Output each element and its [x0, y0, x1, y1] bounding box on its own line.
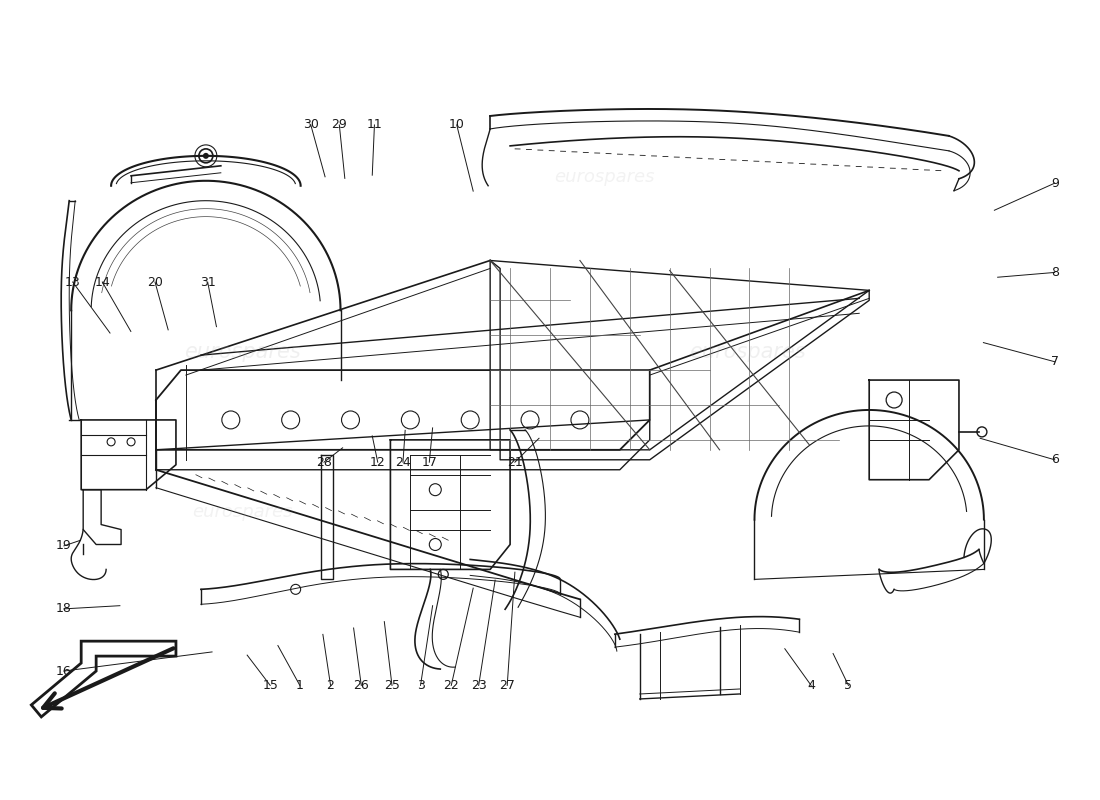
Text: 19: 19 [56, 539, 72, 552]
Text: 30: 30 [302, 118, 319, 131]
Text: 28: 28 [316, 456, 332, 469]
Text: 5: 5 [845, 679, 853, 692]
Text: 8: 8 [1050, 266, 1058, 279]
Text: 4: 4 [807, 679, 815, 692]
Text: 17: 17 [421, 456, 437, 469]
Text: 15: 15 [262, 679, 278, 692]
Circle shape [202, 153, 209, 159]
Text: 25: 25 [384, 679, 400, 692]
Text: 13: 13 [65, 275, 80, 289]
Text: 10: 10 [449, 118, 464, 131]
Text: 31: 31 [200, 275, 216, 289]
Text: 22: 22 [443, 679, 459, 692]
Text: 24: 24 [395, 456, 410, 469]
Text: 27: 27 [499, 679, 515, 692]
Polygon shape [31, 641, 176, 717]
Text: eurospares: eurospares [689, 342, 806, 362]
Text: 18: 18 [56, 602, 72, 615]
Text: 16: 16 [56, 665, 72, 678]
Text: 1: 1 [296, 679, 304, 692]
Text: 7: 7 [1050, 355, 1058, 368]
Text: 3: 3 [417, 679, 425, 692]
Text: 9: 9 [1050, 177, 1058, 190]
Text: 23: 23 [471, 679, 486, 692]
Text: 6: 6 [1050, 454, 1058, 466]
Text: 26: 26 [353, 679, 370, 692]
Text: 2: 2 [327, 679, 334, 692]
Text: 14: 14 [95, 275, 110, 289]
Text: 21: 21 [507, 456, 522, 469]
Text: 11: 11 [366, 118, 383, 131]
Text: 29: 29 [331, 118, 348, 131]
Text: eurospares: eurospares [554, 168, 656, 186]
Text: 12: 12 [370, 456, 386, 469]
Text: eurospares: eurospares [185, 342, 301, 362]
Text: 20: 20 [147, 275, 163, 289]
Text: eurospares: eurospares [192, 502, 293, 521]
